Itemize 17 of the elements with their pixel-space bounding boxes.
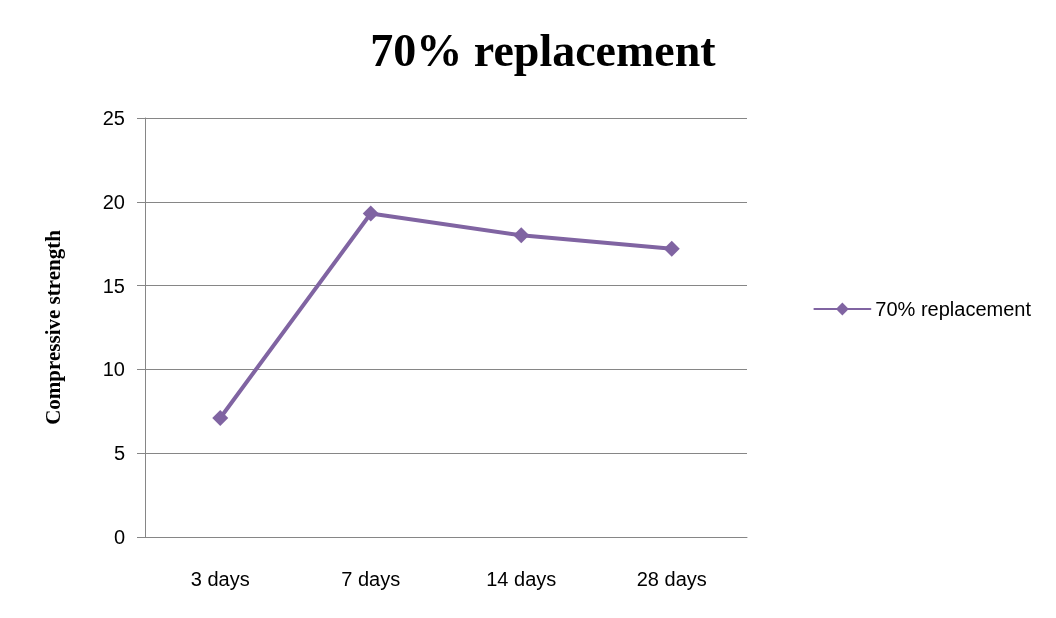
y-tick-label: 0 [113, 526, 125, 548]
y-tick-label: 10 [102, 358, 125, 381]
x-tick-label: 28 days [636, 568, 707, 590]
chart-title: 70% replacement [370, 24, 717, 76]
legend-label: 70% replacement [875, 298, 1032, 320]
point [663, 240, 680, 257]
x-tick-label: 3 days [190, 568, 250, 590]
point [212, 410, 229, 426]
y-tick-label: 5 [113, 442, 125, 465]
x-tick-label: 7 days [341, 568, 401, 590]
y-tick-label: 20 [102, 190, 125, 213]
y-axis-title: Compressive strength [40, 229, 65, 425]
y-tick-label: 15 [102, 274, 125, 297]
y-tick-label: 25 [102, 107, 125, 129]
x-tick-label: 14 days [486, 568, 557, 590]
point [362, 205, 379, 222]
point [513, 227, 530, 244]
